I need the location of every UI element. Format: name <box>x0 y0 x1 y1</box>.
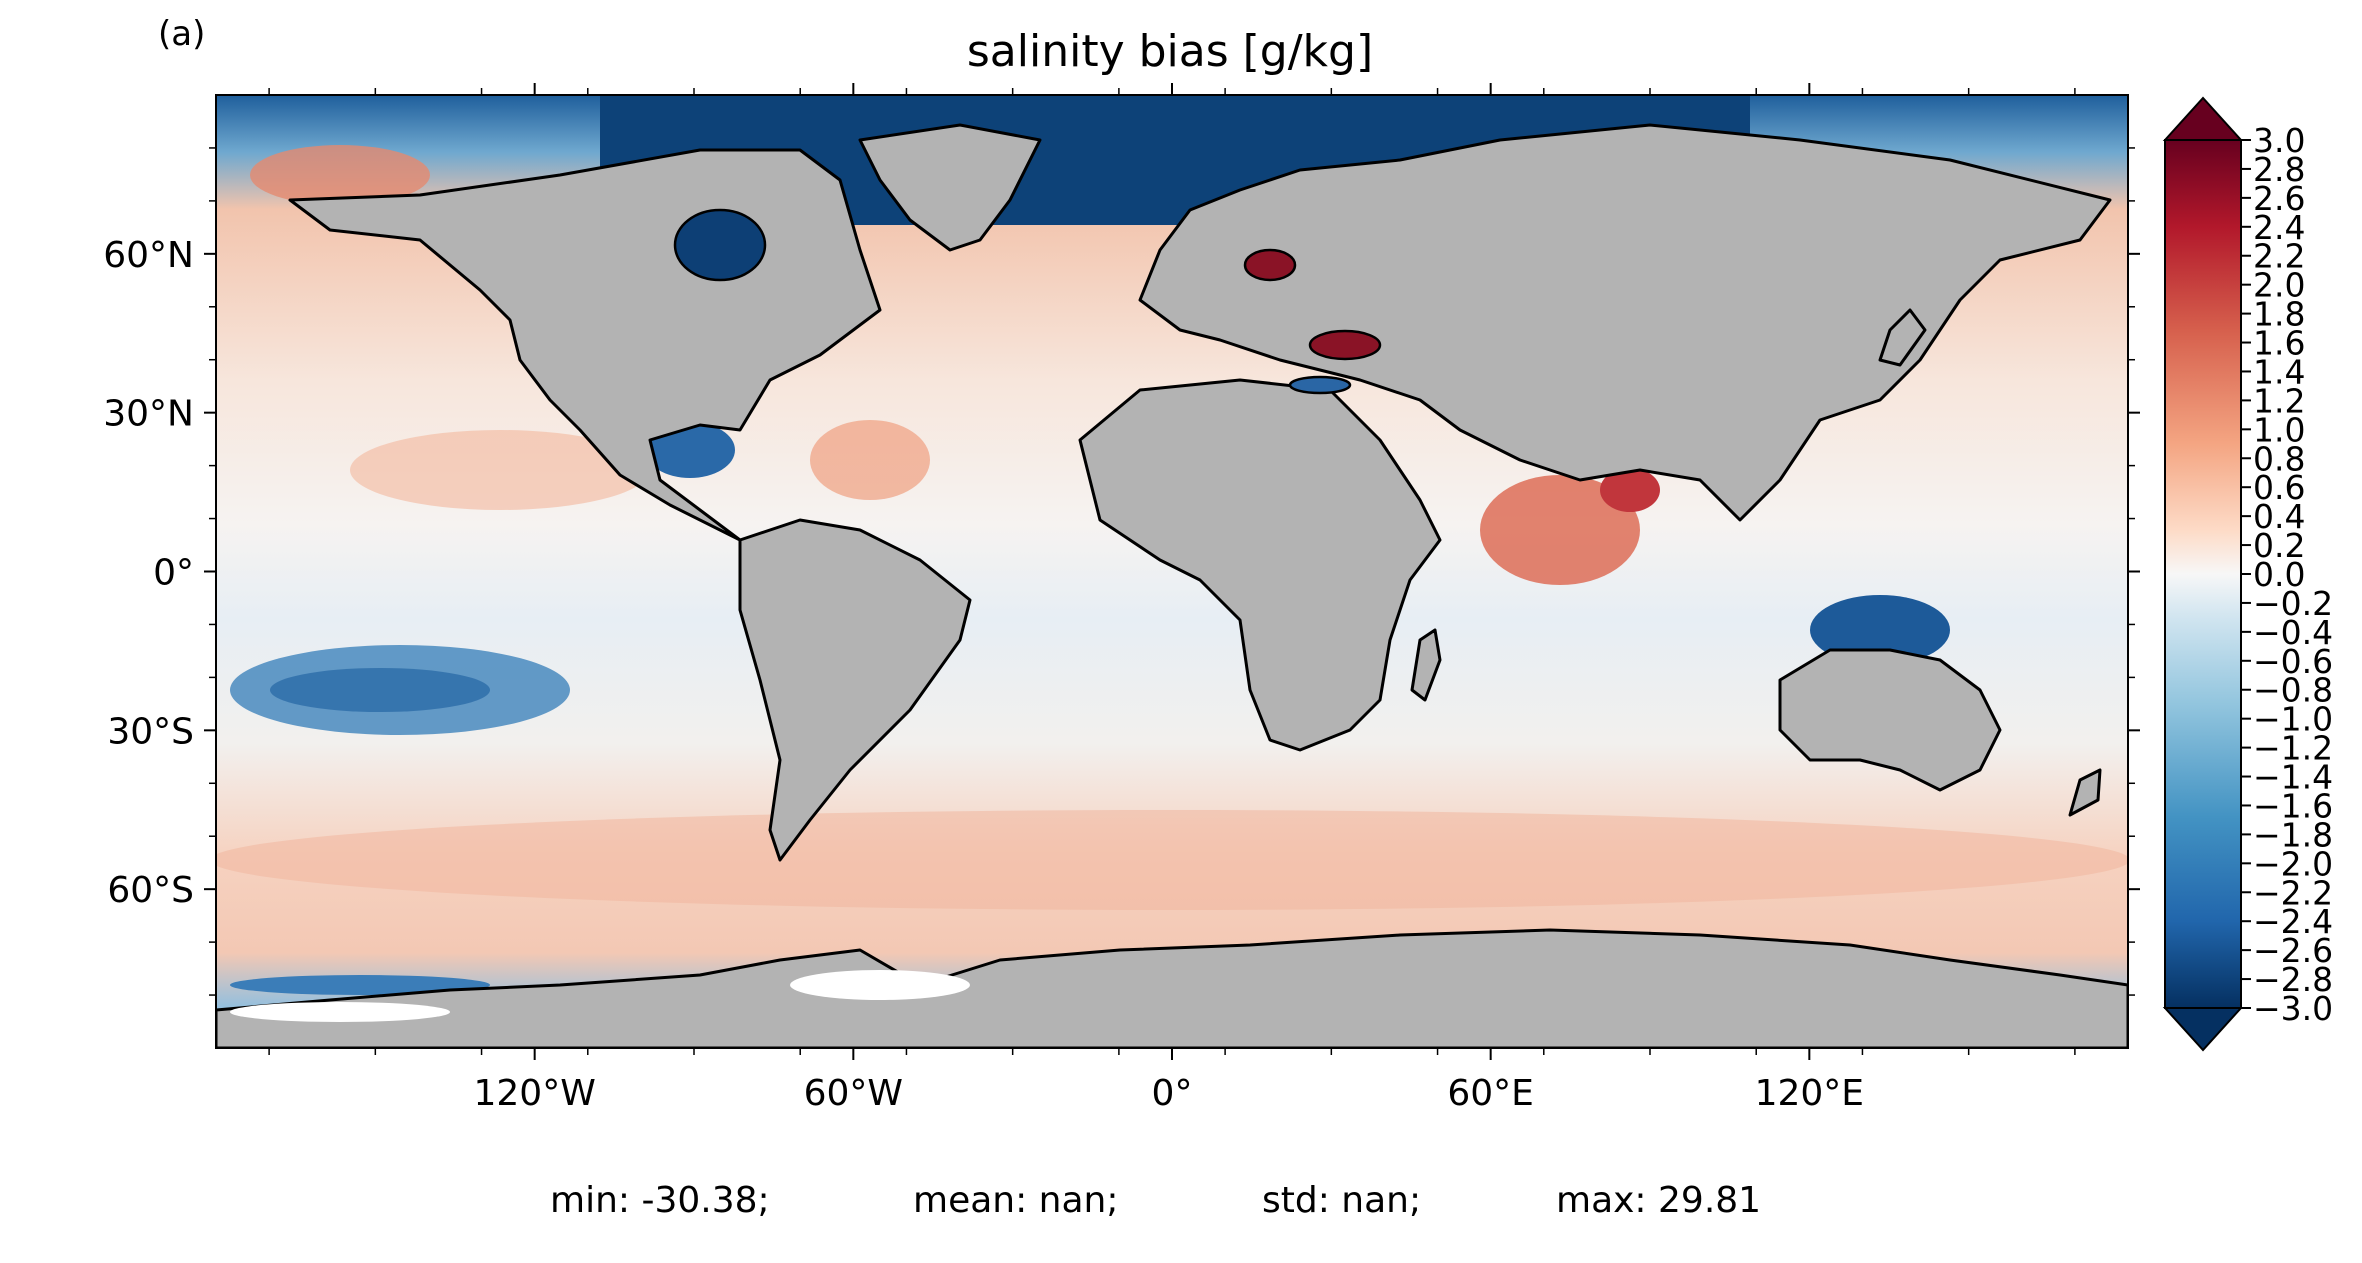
colorbar-tick-label: −1.8 <box>2253 815 2333 854</box>
colorbar-tick-label: −0.6 <box>2253 642 2333 681</box>
lat-tick-label: 60°S <box>107 870 194 911</box>
colorbar-tick-label: −0.2 <box>2253 584 2333 623</box>
colorbar-tick-label: 1.0 <box>2253 410 2305 449</box>
colorbar-tick-label: −2.2 <box>2253 873 2333 912</box>
colorbar-tick-label: −1.0 <box>2253 700 2333 739</box>
lat-tick-label: 30°N <box>103 394 194 435</box>
japan <box>1878 308 1927 367</box>
southern-ocean-salty-bias <box>216 810 2128 910</box>
colorbar-tick-label: −2.8 <box>2253 960 2333 999</box>
black-sea <box>1308 329 1382 361</box>
hudson-bay <box>673 208 767 282</box>
south-america <box>738 518 972 862</box>
colorbar-tick-label: −3.0 <box>2253 989 2333 1028</box>
madagascar <box>1410 628 1442 702</box>
colorbar-tick-label: 2.8 <box>2253 150 2305 189</box>
colorbar-tick-label: −2.0 <box>2253 844 2333 883</box>
colorbar-tick-label: 2.2 <box>2253 237 2305 276</box>
colorbar-tick-label: 1.4 <box>2253 352 2305 391</box>
antarctica <box>216 928 2128 1048</box>
colorbar-body <box>2164 139 2242 1009</box>
colorbar-tick-label: 0.2 <box>2253 526 2305 565</box>
new-zealand <box>2068 768 2102 817</box>
colorbar-tick-label: 2.4 <box>2253 208 2305 247</box>
chart-title: salinity bias [g/kg] <box>967 26 1373 77</box>
colorbar-tick-label: 1.6 <box>2253 324 2305 363</box>
colorbar-tick-label: 3.0 <box>2253 121 2305 160</box>
lon-tick-label: 120°E <box>1755 1073 1864 1114</box>
stat-max: max: 29.81 <box>1556 1180 1761 1221</box>
stats-footer: min: -30.38; mean: nan; std: nan; max: 2… <box>550 1180 1761 1221</box>
australia <box>1778 648 2002 792</box>
colorbar-tick-label: 0.6 <box>2253 468 2305 507</box>
lon-tick-label: 60°W <box>804 1073 903 1114</box>
inland-seas <box>673 208 1382 395</box>
north-pacific-salty-bias <box>250 145 430 205</box>
bay-of-bengal-salty-bias <box>1600 468 1660 512</box>
baltic-sea <box>1243 248 1297 282</box>
east-pacific-salty-bias <box>350 430 650 510</box>
colorbar-tick-label: −2.6 <box>2253 931 2333 970</box>
north-atlantic-salty-bias <box>810 420 930 500</box>
colorbar-extend-low <box>2162 1007 2244 1052</box>
colorbar-ticks: 3.02.82.62.42.22.01.81.61.41.21.00.80.60… <box>2241 121 2333 1028</box>
stat-std: std: nan; <box>1262 1180 1421 1221</box>
lat-tick-label: 30°S <box>107 711 194 752</box>
lon-tick-label: 0° <box>1152 1073 1193 1114</box>
missing-data-patches <box>230 970 970 1022</box>
colorbar-tick-label: −1.2 <box>2253 729 2333 768</box>
colorbar-tick-label: −0.4 <box>2253 613 2333 652</box>
colorbar-tick-label: −0.8 <box>2253 671 2333 710</box>
weddell-missing <box>790 970 970 1000</box>
colorbar-tick-label: 0.8 <box>2253 439 2305 478</box>
colorbar-tick-label: 0.0 <box>2253 555 2305 594</box>
lon-tick-label: 60°E <box>1447 1073 1534 1114</box>
lon-axis: 120°W 60°W 0° 60°E 120°E <box>268 83 2076 1114</box>
panel-label: (a) <box>158 14 205 54</box>
arabian-sea-salty-bias <box>1480 475 1640 585</box>
colorbar-tick-label: −1.4 <box>2253 758 2333 797</box>
colorbar-tick-label: 1.2 <box>2253 381 2305 420</box>
indonesia-fresh-bias <box>1810 595 1950 665</box>
colorbar-tick-label: 2.6 <box>2253 179 2305 218</box>
eurasia <box>1138 123 2112 522</box>
mediterranean-east <box>1288 375 1352 395</box>
greenland <box>858 123 1042 252</box>
lat-tick-label: 60°N <box>103 235 194 276</box>
colorbar-tick-label: 1.8 <box>2253 295 2305 334</box>
stat-min: min: -30.38; <box>550 1180 770 1221</box>
colorbar-tick-label: −2.4 <box>2253 902 2333 941</box>
colorbar-tick-label: 2.0 <box>2253 266 2305 305</box>
colorbar-tick-label: 0.4 <box>2253 497 2305 536</box>
ross-missing <box>230 1002 450 1022</box>
lat-axis: 60°N 30°N 0° 30°S 60°S <box>103 147 2140 996</box>
colorbar: 3.02.82.62.42.22.01.81.61.41.21.00.80.60… <box>2162 96 2333 1052</box>
map-panel <box>216 95 2128 1048</box>
lon-tick-label: 120°W <box>474 1073 596 1114</box>
lat-tick-label: 0° <box>153 553 194 594</box>
colorbar-tick-label: −1.6 <box>2253 786 2333 825</box>
ross-sea-fresh-bias <box>230 975 490 995</box>
colorbar-extend-high <box>2162 96 2244 141</box>
south-pacific-fresh-bias-inner <box>270 668 490 712</box>
stat-mean: mean: nan; <box>913 1180 1119 1221</box>
